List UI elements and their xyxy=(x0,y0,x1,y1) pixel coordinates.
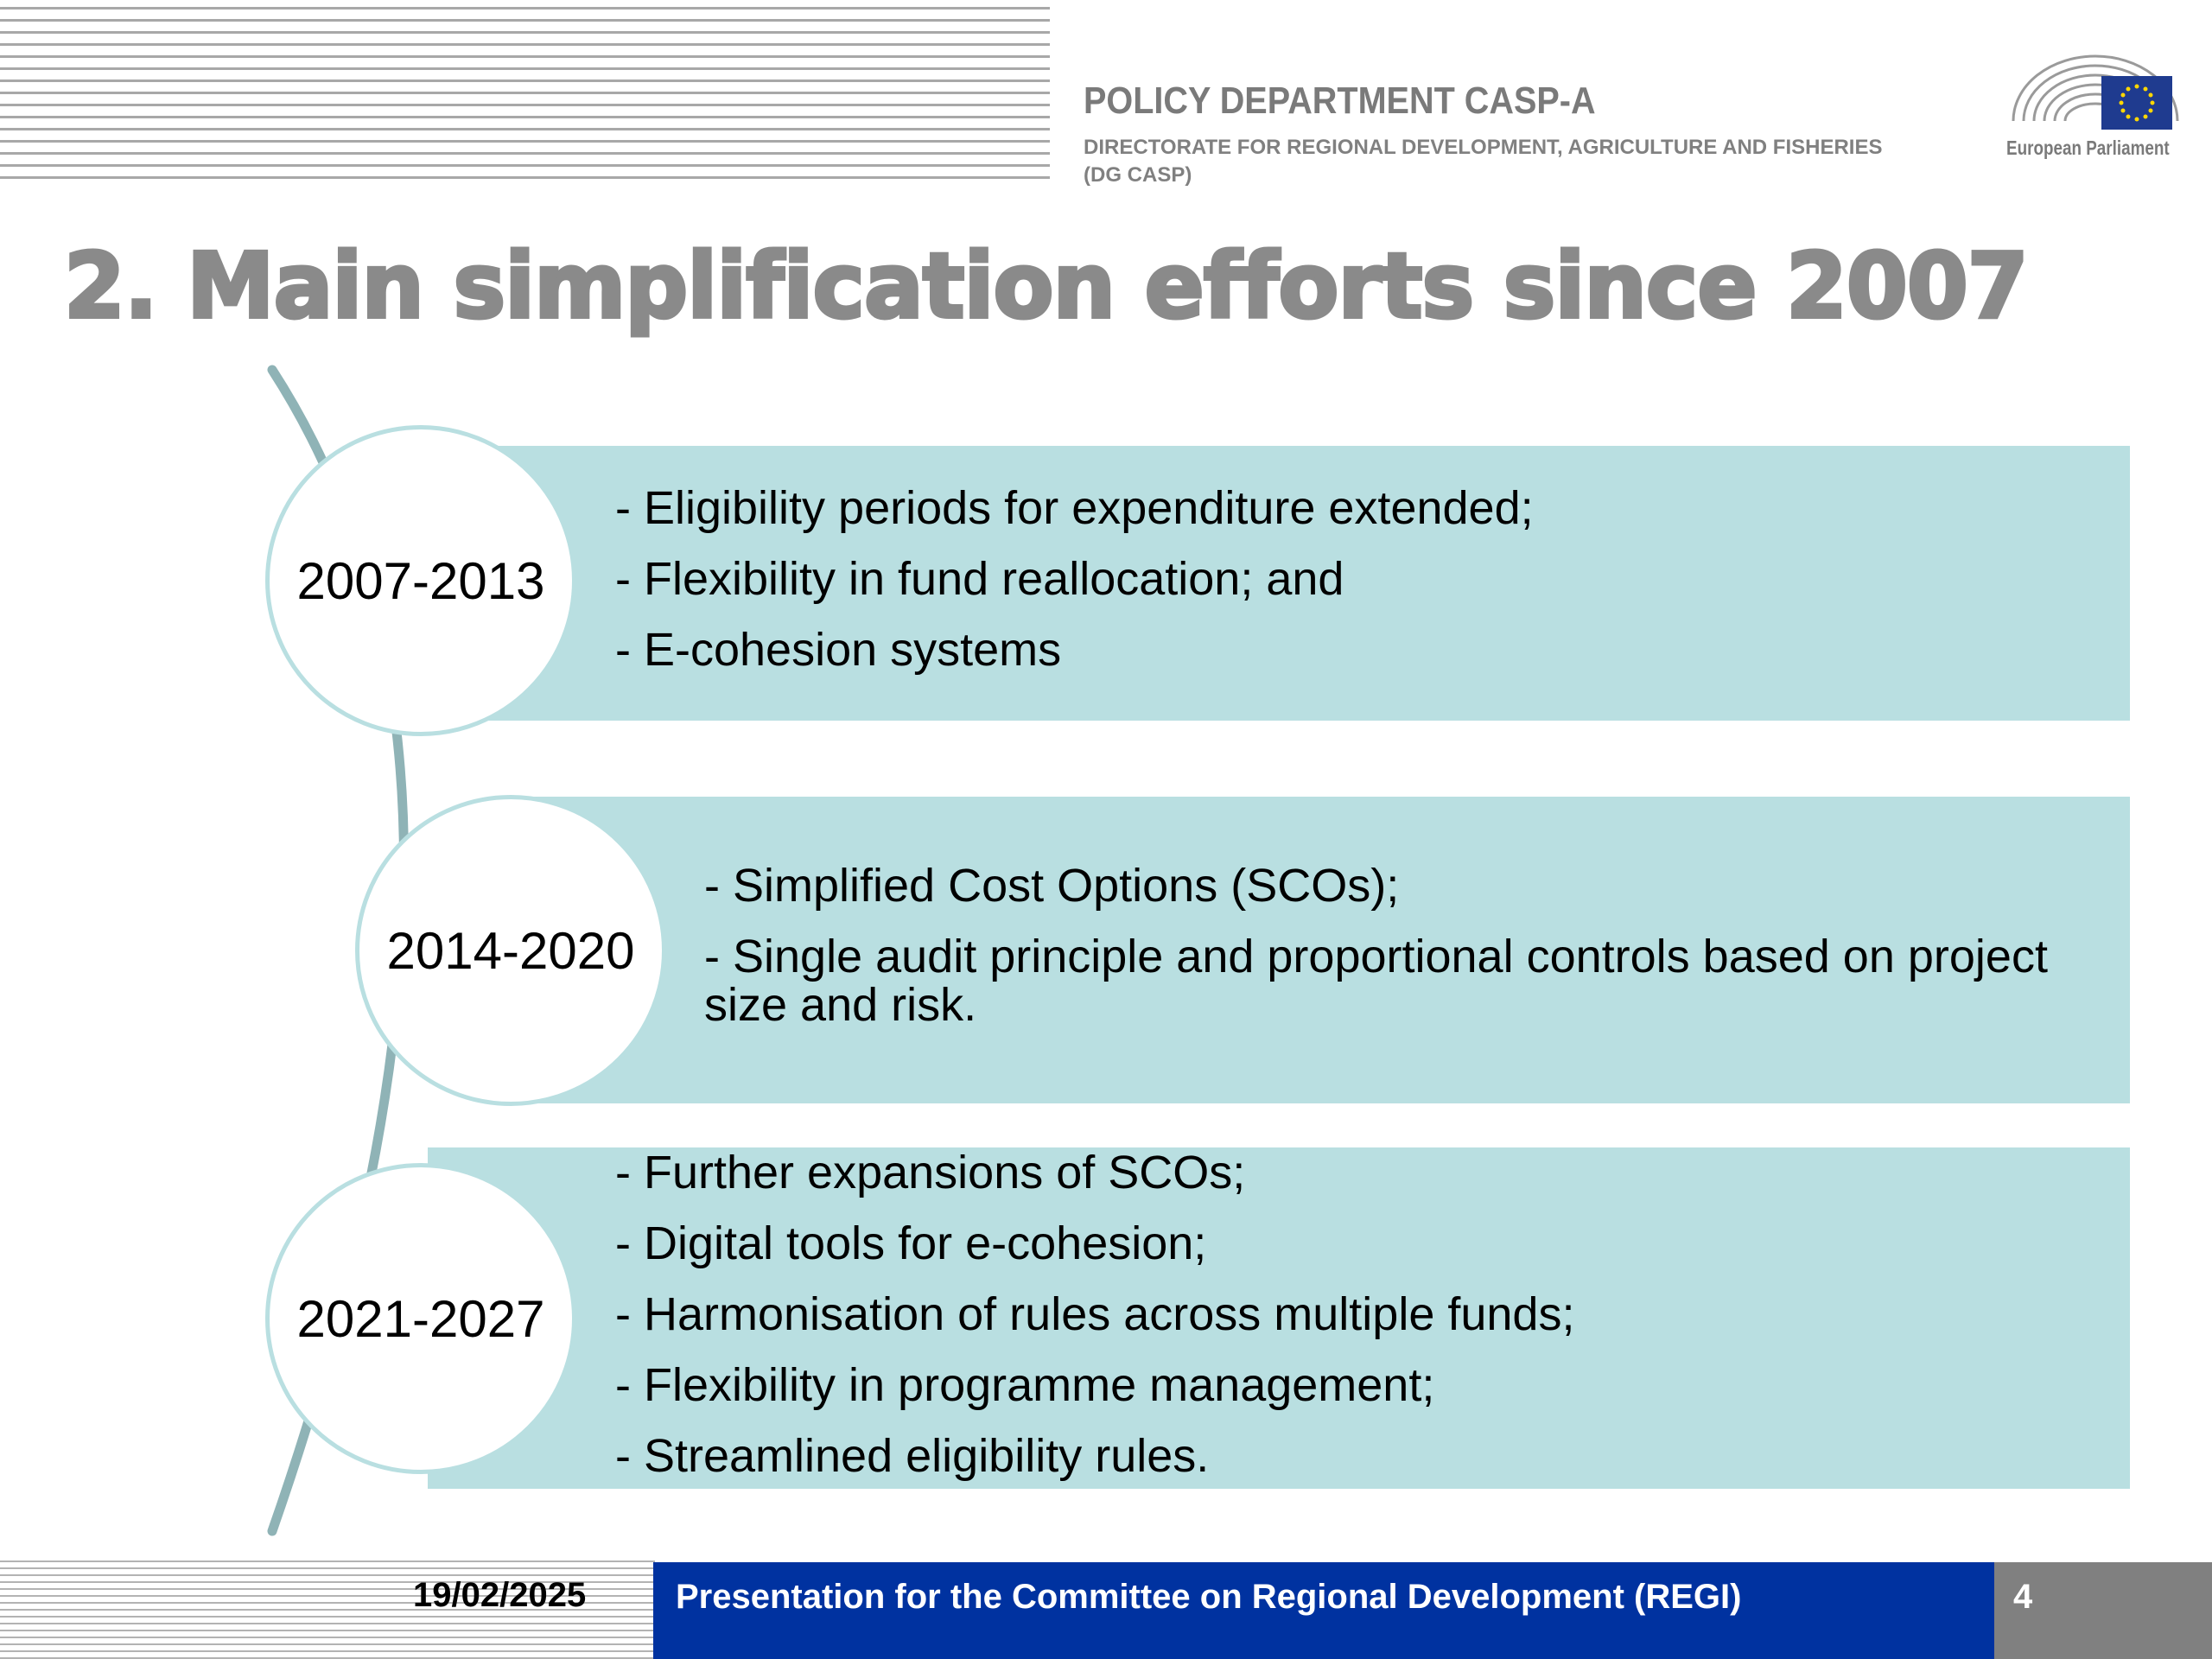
period-label: 2021-2027 xyxy=(296,1289,545,1348)
period-items-2007-2013: - Eligibility periods for expenditure ex… xyxy=(615,484,2119,696)
list-item: - Flexibility in programme management; xyxy=(615,1359,1435,1411)
period-items-2014-2020: - Simplified Cost Options (SCOs); - Sing… xyxy=(704,861,2130,1052)
list-item: - Eligibility periods for expenditure ex… xyxy=(615,482,1534,534)
list-item: - Harmonisation of rules across multiple… xyxy=(615,1288,1575,1340)
header-stripes-decoration xyxy=(0,7,1050,184)
footer-date: 19/02/2025 xyxy=(413,1576,587,1614)
list-item: - Simplified Cost Options (SCOs); xyxy=(704,860,1400,912)
list-item: - E-cohesion systems xyxy=(615,624,1062,676)
list-item: - Single audit principle and proportiona… xyxy=(704,931,2048,1031)
list-item: - Flexibility in fund reallocation; and xyxy=(615,553,1344,605)
period-circle-2014-2020: 2014-2020 xyxy=(355,795,666,1106)
period-label: 2007-2013 xyxy=(296,551,545,610)
slide-title: 2. Main simplification efforts since 200… xyxy=(62,232,2031,340)
list-item: - Streamlined eligibility rules. xyxy=(615,1430,1210,1482)
period-band-2014-2020 xyxy=(517,797,2130,1103)
period-label: 2014-2020 xyxy=(386,921,635,980)
period-items-2021-2027: - Further expansions of SCOs; - Digital … xyxy=(615,1148,2119,1503)
period-circle-2007-2013: 2007-2013 xyxy=(265,425,576,736)
page-number: 4 xyxy=(2013,1578,2033,1616)
period-circle-2021-2027: 2021-2027 xyxy=(265,1163,576,1474)
footer-title-bar xyxy=(653,1562,1994,1659)
directorate-subtitle: DIRECTORATE FOR REGIONAL DEVELOPMENT, AG… xyxy=(1084,136,1883,187)
footer-stripes-decoration xyxy=(0,1560,655,1659)
period-band-2007-2013 xyxy=(428,446,2130,721)
european-parliament-logo-icon xyxy=(2012,54,2179,130)
footer-page-box xyxy=(1994,1562,2212,1659)
european-parliament-logo-text: European Parliament xyxy=(2006,137,2170,159)
footer-presentation-title: Presentation for the Committee on Region… xyxy=(676,1578,1742,1616)
period-band-2021-2027 xyxy=(428,1147,2130,1489)
department-title: POLICY DEPARTMENT CASP-A xyxy=(1084,79,1596,122)
list-item: - Further expansions of SCOs; xyxy=(615,1147,1246,1198)
list-item: - Digital tools for e-cohesion; xyxy=(615,1217,1207,1269)
